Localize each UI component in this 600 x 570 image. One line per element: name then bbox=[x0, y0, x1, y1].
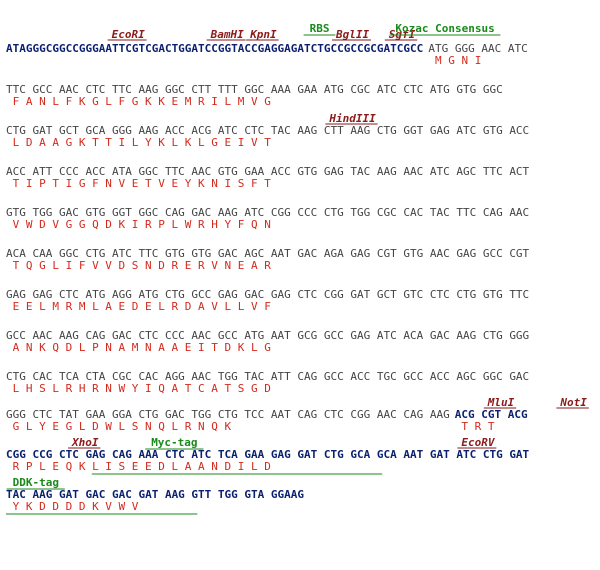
enzyme-site-label: XhoI bbox=[71, 436, 99, 449]
feature-label: Myc-tag bbox=[151, 436, 197, 449]
enzyme-site-label: EcoRV bbox=[461, 436, 495, 449]
dna-codon-row: GGG CTC TAT GAA GGA CTG GAC TGG CTG TCC … bbox=[6, 408, 450, 421]
amino-acid-row: T Q G L I F V V D S N D R E R V N E A R bbox=[13, 259, 272, 272]
dna-codon-row: GAG GAG CTC ATG AGG ATG CTG GCC GAG GAC … bbox=[6, 288, 529, 301]
amino-acid-row: R P L E Q K L I S E E D L A A N D I L D bbox=[13, 460, 271, 473]
amino-acid-row: G L Y E G L D W L S N Q L R N Q K bbox=[13, 420, 232, 433]
dna-codon-row: CTG CAC TCA CTA CGC CAC AGG AAC TGG TAC … bbox=[6, 370, 529, 383]
dna-codon-row: CTG GAT GCT GCA GGG AAG ACC ACG ATC CTC … bbox=[6, 124, 529, 137]
amino-acid-row: M G N I bbox=[435, 54, 481, 67]
feature-label: DDK-tag bbox=[13, 476, 59, 489]
enzyme-site-label: HindIII bbox=[328, 112, 376, 125]
dna-codon-row: TTC GCC AAC CTC TTC AAG GGC CTT TTT GGC … bbox=[6, 83, 503, 96]
dna-codon-row: TAC AAG GAT GAC GAC GAT AAG GTT TGG GTA … bbox=[6, 488, 304, 501]
dna-codon-row-tail: ACG CGT ACG bbox=[455, 408, 528, 421]
amino-acid-row: L D A A G K T T I L Y K L K L G E I V T bbox=[13, 136, 272, 149]
dna-codon-row: CGG CCG CTC GAG CAG AAA CTC ATC TCA GAA … bbox=[6, 448, 530, 461]
feature-label: Kozac Consensus bbox=[395, 22, 494, 35]
amino-acid-row: E E L M R M L A E D E L R D A V L L V F bbox=[13, 300, 271, 313]
enzyme-site-label: BamHI bbox=[210, 28, 244, 41]
header-dna-sequence: ATAGGGCGGCCGGGAATTCGTCGACTGGATCCGGTACCGA… bbox=[6, 42, 423, 55]
amino-acid-row: L H S L R H R N W Y I Q A T C A T S G D bbox=[13, 382, 271, 395]
amino-acid-row: Y K D D D D K V W V bbox=[13, 500, 139, 513]
amino-acid-row-tail: T R T bbox=[461, 420, 494, 433]
dna-codon-row: ATG GGG AAC ATC bbox=[428, 42, 527, 55]
dna-codon-row: GTG TGG GAC GTG GGT GGC CAG GAC AAG ATC … bbox=[6, 206, 529, 219]
feature-label: RBS bbox=[310, 22, 330, 35]
amino-acid-row: T I P T I G F N V E T V E Y K N I S F T bbox=[13, 177, 272, 190]
enzyme-site-label: KpnI bbox=[249, 28, 277, 41]
dna-codon-row: ACA CAA GGC CTG ATC TTC GTG GTG GAC AGC … bbox=[6, 247, 530, 260]
enzyme-site-label: BglII bbox=[335, 28, 369, 41]
dna-codon-row: ACC ATT CCC ACC ATA GGC TTC AAC GTG GAA … bbox=[6, 165, 530, 178]
enzyme-site-label: EcoRI bbox=[112, 28, 145, 41]
amino-acid-row: A N K Q D L P N A M N A A E I T D K L G bbox=[13, 341, 271, 354]
amino-acid-row: V W D V G G Q D K I R P L W R H Y F Q N bbox=[13, 218, 271, 231]
enzyme-site-label: MluI bbox=[487, 396, 515, 409]
amino-acid-row: F A N L F K G L F G K K E M R I L M V G bbox=[13, 95, 271, 108]
enzyme-site-label: NotI bbox=[559, 396, 587, 409]
dna-codon-row: GCC AAC AAG CAG GAC CTC CCC AAC GCC ATG … bbox=[6, 329, 529, 342]
